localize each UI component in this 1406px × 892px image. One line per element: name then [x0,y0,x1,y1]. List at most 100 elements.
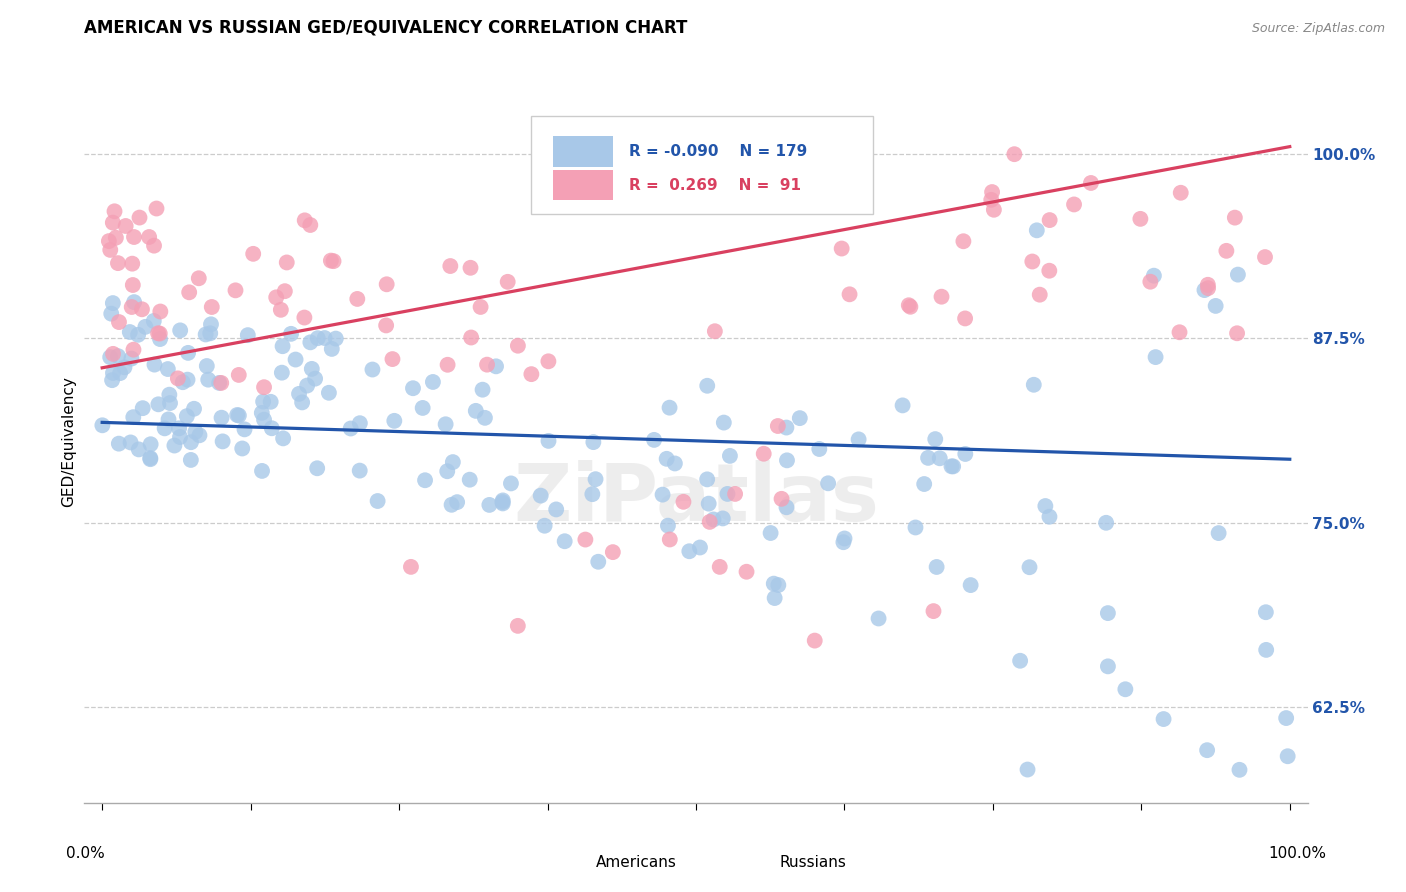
Point [711,511,734,525]
Point [134,319,156,334]
Point [689,541,711,555]
Point [1038,264,1060,278]
Point [120,435,142,450]
Point [381,352,404,367]
Point [1277,749,1299,764]
Point [142,314,165,328]
Point [434,417,457,432]
Point [436,464,458,478]
Point [838,287,860,301]
Point [775,420,797,434]
Point [724,487,747,501]
Point [288,387,311,401]
Point [530,489,553,503]
Point [143,358,166,372]
Point [91,418,114,433]
Point [271,431,294,445]
Point [145,202,167,216]
Point [101,366,124,380]
Point [928,451,950,466]
Point [1035,499,1057,513]
Point [1097,606,1119,620]
Point [1223,211,1246,225]
Point [959,578,981,592]
Point [250,464,273,478]
Point [292,310,315,325]
Point [361,362,384,376]
Point [1038,509,1060,524]
Point [412,401,434,415]
Point [242,247,264,261]
Point [955,447,977,461]
Point [157,412,180,426]
Point [107,256,129,270]
Point [375,318,398,333]
Point [1144,350,1167,364]
Point [1139,275,1161,289]
Point [122,230,145,244]
Point [118,325,141,339]
Point [194,327,217,342]
Point [321,342,343,356]
Point [1226,326,1249,341]
Point [172,375,194,389]
Point [120,351,142,366]
Point [789,411,811,425]
Point [180,453,202,467]
FancyBboxPatch shape [718,852,769,873]
Point [127,327,149,342]
Point [696,472,718,486]
Point [831,242,853,256]
Point [169,323,191,337]
Point [319,253,342,268]
Point [307,461,329,475]
Point [208,376,231,390]
Point [768,578,790,592]
Point [349,464,371,478]
Point [183,401,205,416]
Point [581,487,603,501]
Point [153,421,176,435]
Point [146,326,169,341]
Point [697,497,720,511]
Point [655,451,678,466]
Point [1229,763,1251,777]
Point [1197,281,1219,295]
Point [121,257,143,271]
Point [101,216,124,230]
Point [349,416,371,430]
Point [176,373,198,387]
Point [848,433,870,447]
Point [226,408,249,422]
Point [98,350,121,364]
Point [252,394,274,409]
Point [678,544,700,558]
Point [402,381,425,395]
Point [582,435,605,450]
Point [228,368,250,382]
Point [1029,287,1052,301]
Text: R =  0.269    N =  91: R = 0.269 N = 91 [628,178,800,193]
Point [942,459,965,474]
FancyBboxPatch shape [534,852,586,873]
Point [1197,743,1219,757]
Point [537,354,560,368]
Point [231,442,253,456]
Point [1170,186,1192,200]
Point [470,300,492,314]
Point [318,385,340,400]
Point [295,378,318,392]
Point [169,430,191,444]
Point [817,476,839,491]
Point [322,254,344,268]
Point [114,360,136,375]
Point [832,535,855,549]
Point [478,498,501,512]
Point [1022,377,1045,392]
Point [271,339,294,353]
Point [766,419,789,434]
Point [280,326,302,341]
Point [491,495,513,509]
Point [375,277,398,292]
Point [294,213,316,227]
